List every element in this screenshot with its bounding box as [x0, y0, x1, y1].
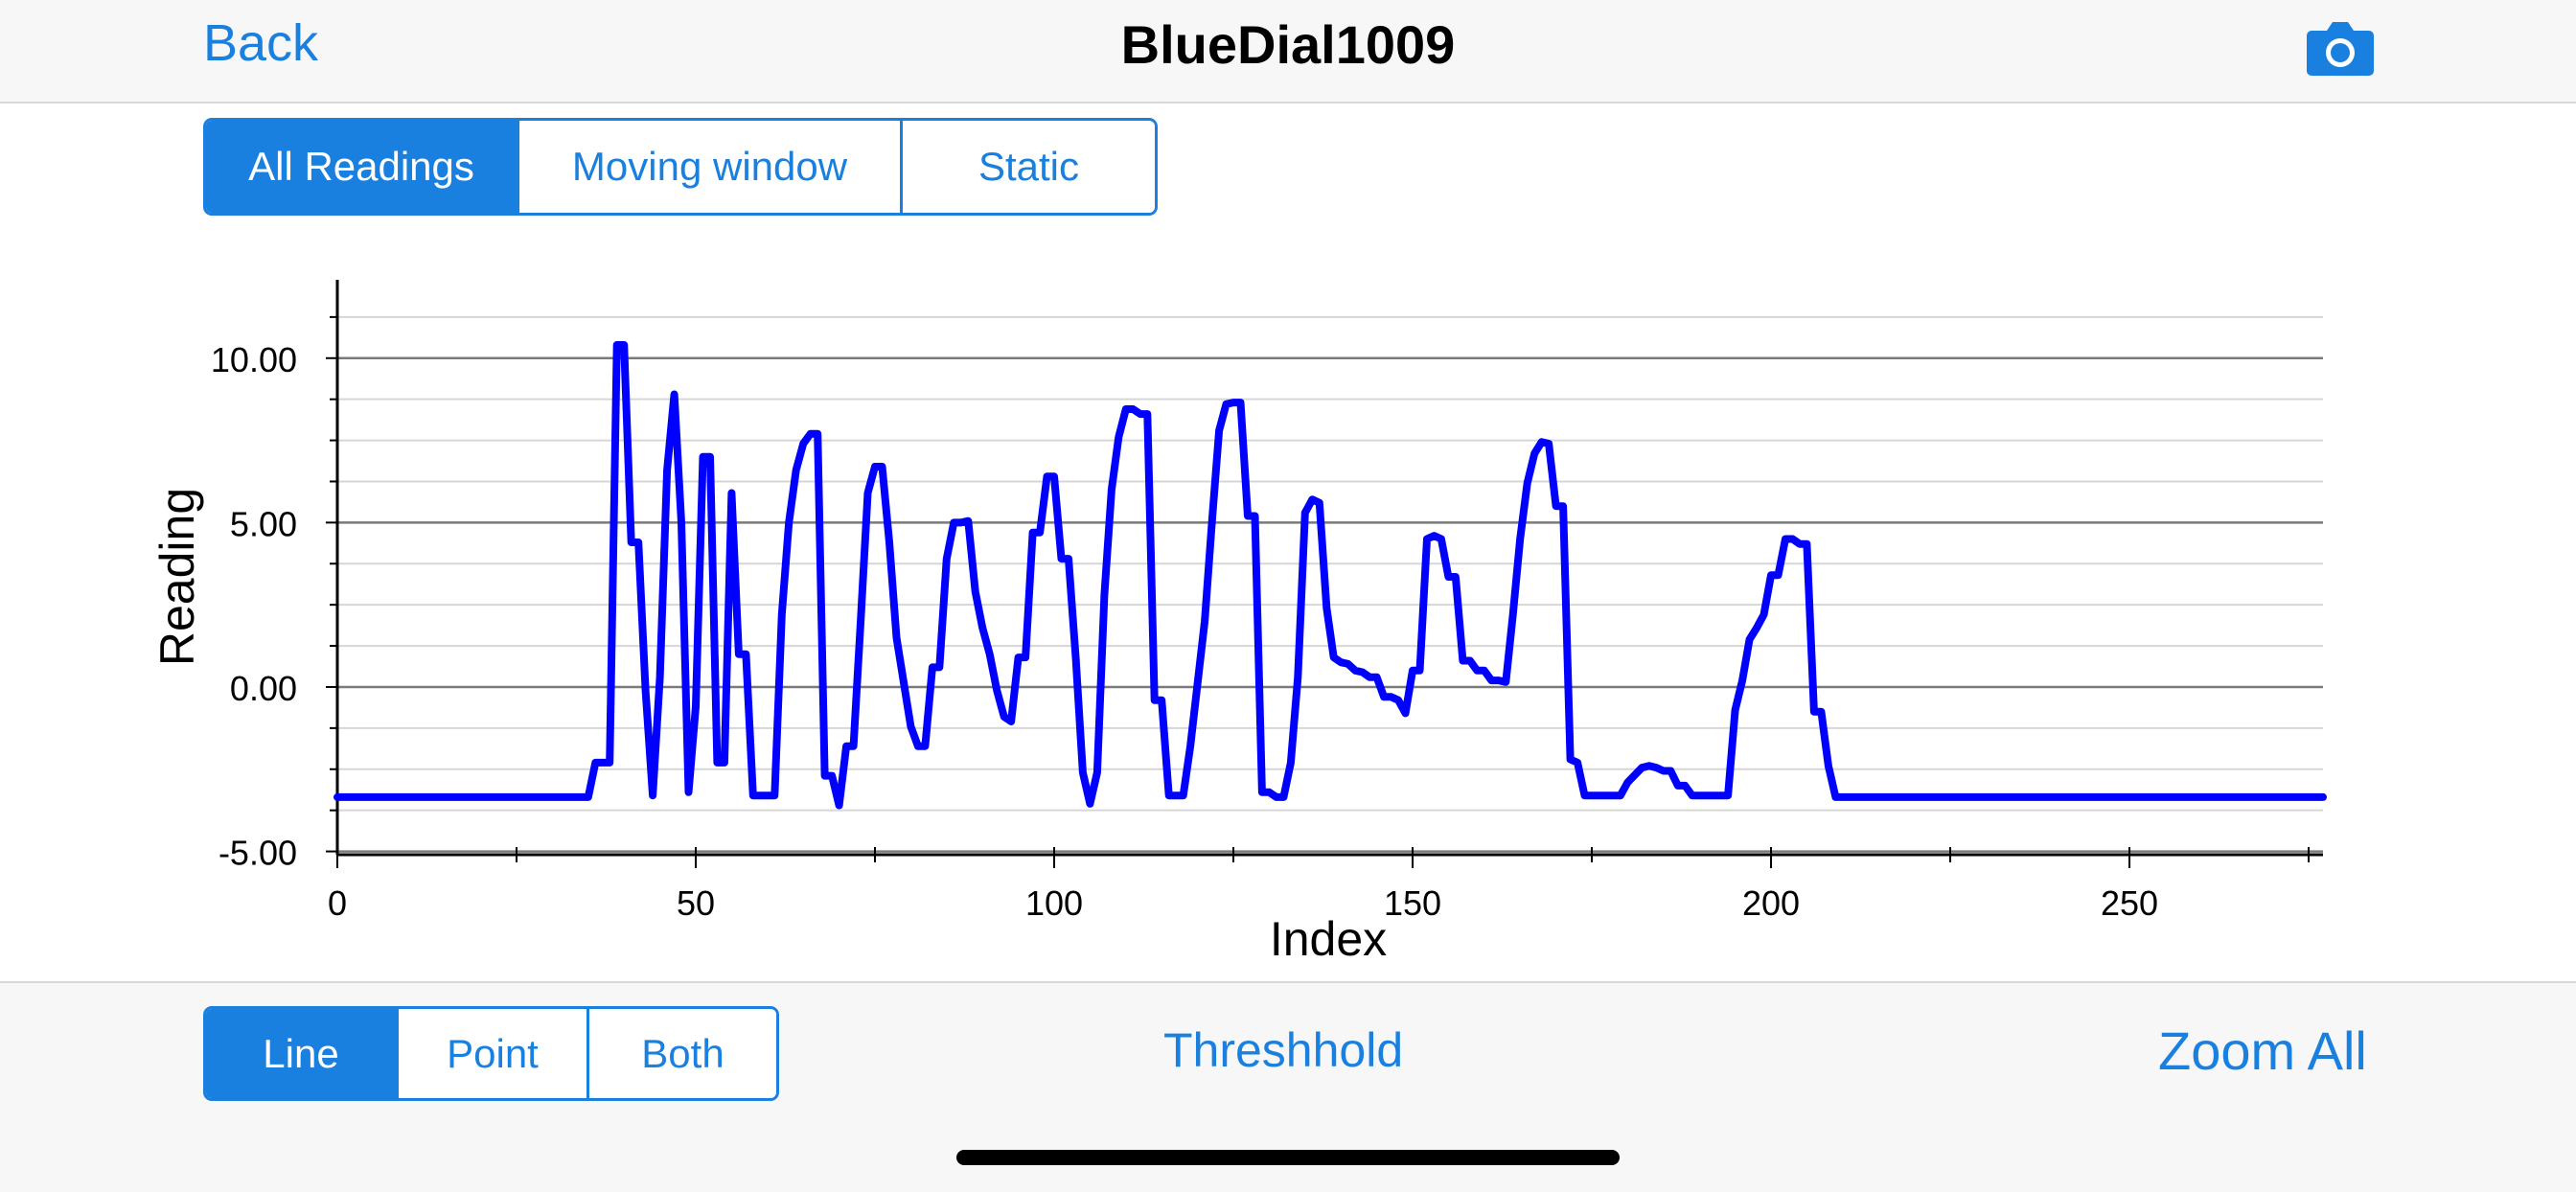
line-chart[interactable]: -5.00 0.00 5.00 10.00 0 50 100 150 200 250 Index Re… — [0, 268, 2576, 977]
x-tick-label: 200 — [1742, 883, 1800, 923]
segment-point[interactable]: Point — [395, 1009, 586, 1098]
readings-chart[interactable]: -5.00 0.00 5.00 10.00 0 50 100 150 200 250 Index Re… — [0, 268, 2576, 977]
readings-series-line[interactable] — [334, 341, 2327, 810]
segment-all-readings[interactable]: All Readings — [206, 121, 517, 213]
x-tick-label: 250 — [2101, 883, 2158, 923]
home-indicator — [956, 1150, 1620, 1165]
page-title: BlueDial1009 — [1120, 14, 1456, 75]
camera-icon[interactable] — [2306, 19, 2375, 77]
navigation-bar: Back BlueDial1009 — [0, 0, 2576, 103]
y-tick-label: 5.00 — [230, 504, 297, 543]
segment-static[interactable]: Static — [900, 121, 1155, 213]
y-tick-label: 10.00 — [211, 340, 297, 379]
segment-moving-window[interactable]: Moving window — [517, 121, 900, 213]
segment-both[interactable]: Both — [586, 1009, 776, 1098]
x-tick-label: 50 — [677, 883, 715, 923]
plot-style-segmented-control: Line Point Both — [203, 1006, 779, 1101]
segment-line[interactable]: Line — [206, 1009, 396, 1098]
x-axis-title: Index — [1270, 912, 1387, 966]
x-tick-label: 100 — [1025, 883, 1083, 923]
threshold-button[interactable]: Threshhold — [1163, 1023, 1404, 1077]
y-tick-label: 0.00 — [230, 669, 297, 708]
x-tick-label: 150 — [1384, 883, 1441, 923]
back-button[interactable]: Back — [203, 14, 319, 72]
view-mode-segmented-control: All Readings Moving window Static — [203, 118, 1158, 216]
zoom-all-button[interactable]: Zoom All — [2158, 1020, 2367, 1081]
x-tick-label: 0 — [328, 883, 347, 923]
y-axis-title: Reading — [150, 488, 204, 666]
y-tick-label: -5.00 — [218, 834, 297, 873]
